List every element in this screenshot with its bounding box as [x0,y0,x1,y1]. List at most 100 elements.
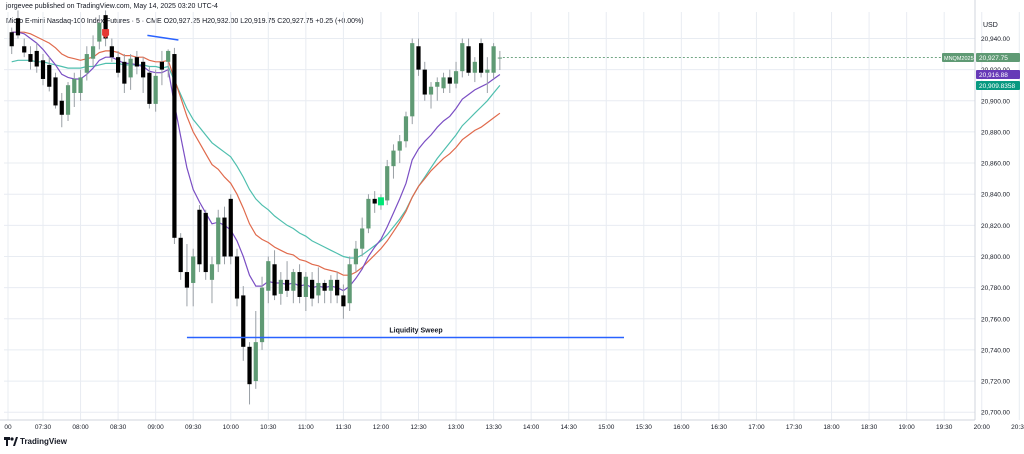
last-price-badge-bg [976,53,1020,63]
legend-ohlc: O20,927.25 H20,932.00 L20,919.75 C20,927… [163,18,364,25]
candle-body [241,295,246,347]
candle [28,46,33,70]
candle-body [335,279,340,296]
candle [141,57,146,93]
symbol-legend: Micro E-mini Nasdaq-100 Index Futures · … [6,18,364,25]
legend-title[interactable]: Micro E-mini Nasdaq-100 Index Futures · … [6,18,162,25]
candle-body [284,279,290,291]
candle [347,256,352,311]
candle-body [166,50,171,62]
candle [184,244,190,307]
candle-body [34,50,39,67]
liquidity-sweep-label: Liquidity Sweep [389,327,442,334]
time-axis-label: 12:30 [410,424,427,431]
time-axis-label: 18:30 [861,424,878,431]
candle [491,43,496,79]
candle-body [141,61,146,78]
candle [422,61,427,101]
candle [78,69,83,101]
time-axis-label: 13:30 [485,424,502,431]
candle-body [447,77,452,84]
tradingview-logo[interactable]: TradingView [4,437,67,446]
publisher-line: jorgevee published on TradingView.com, M… [6,3,218,10]
candle [122,54,127,93]
candle-body [116,57,121,73]
candle-body [128,58,133,78]
candle-body [78,77,83,93]
candle [109,38,114,62]
candle [90,35,96,67]
ema-slow-badge: 20,909.8358 [979,83,1016,90]
candle-body [403,116,409,142]
candle [428,82,434,109]
candle-body [460,43,465,72]
candle-body [9,32,14,47]
candle [335,272,340,304]
candle-body [178,237,183,273]
candle [460,38,465,78]
candle-body [397,141,402,151]
resistance-trend-line [147,34,179,41]
price-axis-label: 20,720.00 [981,379,1010,386]
candle [328,275,333,304]
candle-body [453,71,459,84]
last-price-badge: 20,927.75 [979,55,1008,62]
time-axis-label: 15:30 [636,424,653,431]
price-axis-label: 20,740.00 [981,347,1010,354]
chart-grid [4,12,1020,420]
candle-body [40,60,46,79]
candle [259,276,265,350]
candle-body [278,279,283,294]
time-axis-label: 17:30 [786,424,803,431]
time-axis-label: 16:00 [673,424,690,431]
candle [441,72,446,93]
candle-body [147,72,152,104]
sell-signal-marker [102,29,110,39]
tradingview-logo-icon [4,437,18,446]
candle [366,194,371,234]
time-axis-label: 19:30 [936,424,953,431]
candle [316,267,321,304]
candle-body [366,198,371,229]
candle-body [303,276,308,297]
candle-body [90,46,96,59]
candle-body [347,264,352,304]
candle [385,159,390,206]
candle [485,57,490,93]
candle [84,46,89,81]
candle [284,261,290,297]
candle-body [153,75,158,104]
candle-body [72,78,77,93]
candle [241,286,246,361]
candle [291,268,296,304]
candle [34,43,39,73]
candle [403,111,409,148]
candle-body [422,69,427,95]
price-axis-label: 20,800.00 [981,254,1010,261]
candle-body [341,295,346,307]
candle-body [234,256,240,299]
candle-body [65,85,71,115]
candle-body [485,69,490,73]
candle-body [491,46,496,73]
candle [253,310,258,389]
time-axis-label: 08:00 [72,424,89,431]
candle-body [59,100,64,115]
time-axis-label: 09:00 [148,424,165,431]
candle-body [28,54,33,62]
time-axis-label: 00 [4,424,12,431]
ema-fast-line [11,31,501,292]
candle [341,284,346,319]
candle [297,264,302,304]
candle [266,256,271,304]
buy-signal-marker [377,197,384,206]
candle [472,57,477,83]
candle [65,82,71,122]
tradingview-brand-text: TradingView [20,437,67,446]
candle-body [203,212,208,273]
price-axis-currency: USD [983,22,998,29]
time-axis: 00 07:30 08:00 08:30 09:00 09:30 10:00 10:30 11:… [0,419,1024,431]
candle [360,217,365,257]
price-axis-label: 20,820.00 [981,223,1010,230]
